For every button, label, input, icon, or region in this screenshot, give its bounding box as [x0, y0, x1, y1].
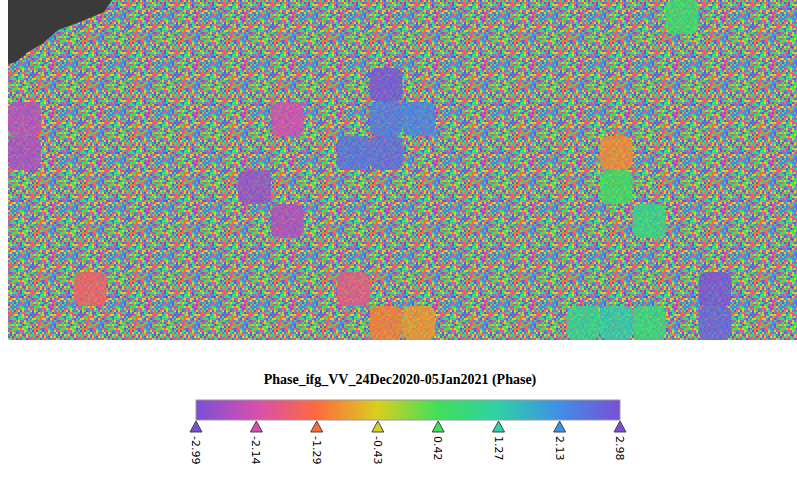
phase-cell: [403, 306, 436, 340]
colorbar-tick-label: 2.13: [553, 436, 566, 461]
phase-cell: [403, 102, 436, 136]
phase-cell: [271, 204, 304, 238]
figure: Phase_ifg_VV_24Dec2020-05Jan2021 (Phase)…: [0, 0, 797, 485]
phase-cell: [337, 272, 370, 306]
phase-image: [8, 0, 797, 340]
colorbar: [196, 400, 620, 420]
colorbar-tick: [614, 421, 626, 432]
cells: [8, 0, 731, 340]
colorbar-tick: [311, 421, 323, 432]
colorbar-tick-label: 1.27: [492, 436, 505, 461]
colorbar-tick: [493, 421, 505, 432]
colorbar-tick: [432, 421, 444, 432]
colorbar-tick-label: -2.14: [249, 436, 262, 464]
no-data-area: [8, 0, 112, 64]
colorbar-tick: [190, 421, 202, 432]
phase-cell: [698, 272, 731, 306]
phase-cell: [633, 204, 666, 238]
phase-cell: [8, 102, 41, 136]
phase-cell: [74, 272, 107, 306]
phase-cell: [271, 102, 304, 136]
phase-cell: [370, 102, 403, 136]
colorbar-ticks: -2.99 -2.14 -1.29 -0.43 0.42 1.27 2.13 2.98: [189, 421, 626, 464]
phase-cell: [370, 68, 403, 102]
phase-cell: [633, 306, 666, 340]
phase-cell: [238, 170, 271, 204]
colorbar-tick-label: -1.29: [310, 436, 323, 464]
title: Phase_ifg_VV_24Dec2020-05Jan2021 (Phase): [264, 372, 537, 388]
phase-cell: [337, 136, 370, 170]
colorbar-tick-label: 2.98: [613, 436, 626, 461]
colorbar-tick-label: -2.99: [189, 436, 202, 464]
phase-cell: [567, 306, 600, 340]
colorbar-tick: [554, 421, 566, 432]
colorbar-tick-label: -0.43: [371, 436, 384, 464]
phase-cell: [600, 170, 633, 204]
colorbar-tick: [250, 421, 262, 432]
phase-cell: [698, 306, 731, 340]
phase-cell: [370, 136, 403, 170]
phase-cell: [600, 306, 633, 340]
phase-cell: [600, 136, 633, 170]
phase-cell: [8, 136, 41, 170]
colorbar-tick-label: 0.42: [431, 436, 444, 461]
phase-cell: [666, 0, 699, 34]
colorbar-tick: [372, 421, 384, 432]
phase-cell: [370, 306, 403, 340]
